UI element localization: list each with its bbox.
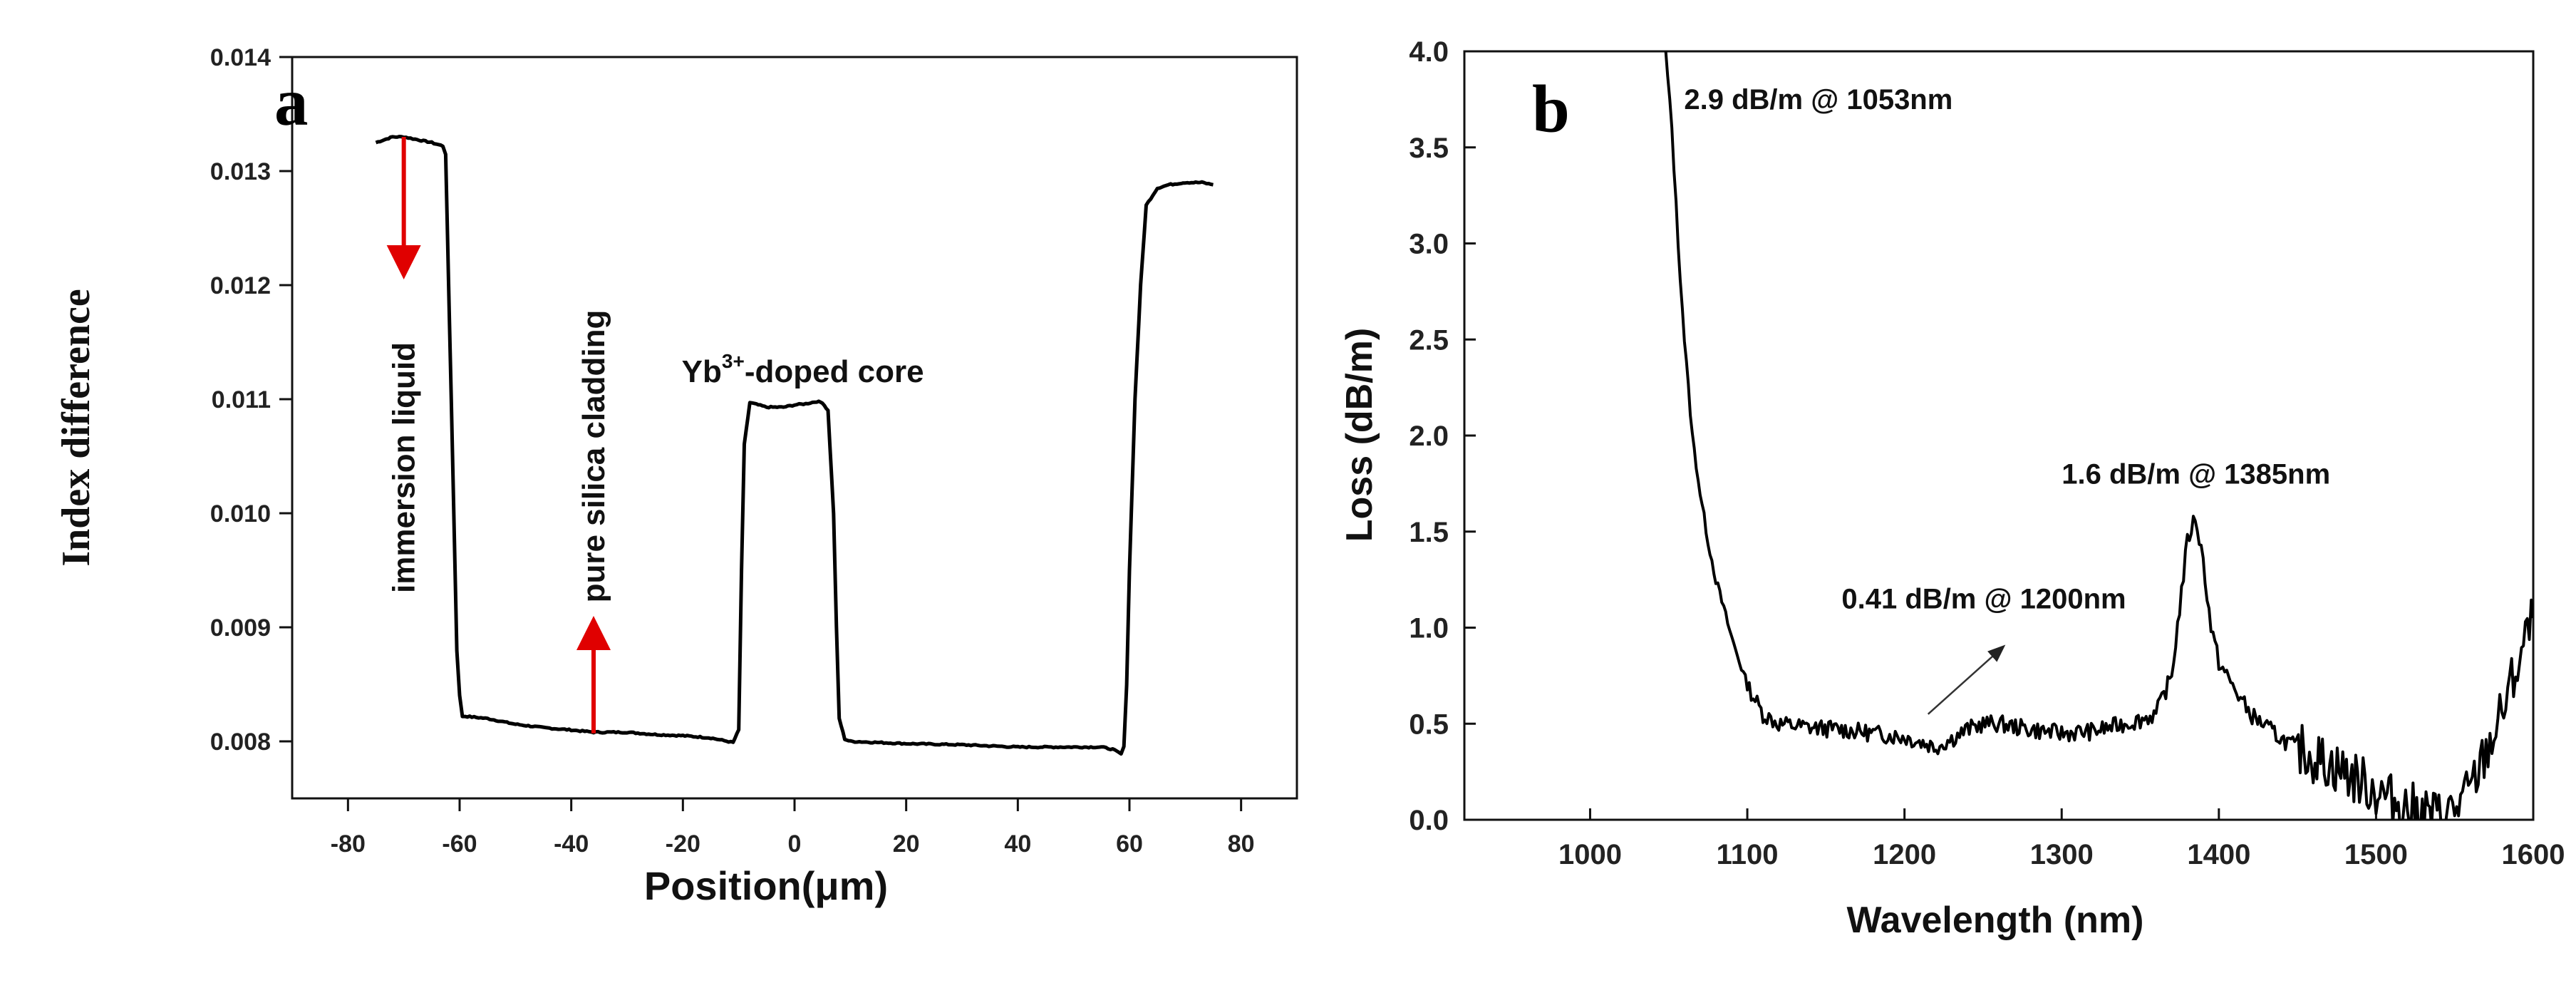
x-tick-label-a: 0 bbox=[788, 830, 802, 858]
y-tick-label-a: 0.008 bbox=[210, 729, 271, 756]
y-tick-label-a: 0.014 bbox=[210, 44, 271, 71]
annotation-pure-silica-cladding: pure silica cladding bbox=[576, 310, 611, 603]
y-tick-label-b: 2.5 bbox=[1409, 324, 1449, 356]
x-tick-label-a: 60 bbox=[1116, 830, 1143, 858]
loss-1200nm-arrow bbox=[1927, 644, 2006, 715]
x-tick-label-b: 1100 bbox=[1717, 839, 1779, 870]
series-line-index-profile bbox=[375, 135, 1214, 756]
y-ticks-b: 0.0 0.5 1.0 1.5 2.0 2.5 3.0 3.5 4.0 bbox=[1409, 36, 1476, 836]
x-tick-label-a: 20 bbox=[893, 830, 920, 858]
x-tick-label-b: 1300 bbox=[2030, 839, 2094, 870]
panel-b: 1000 1100 1200 1300 1400 1500 1600 0.0 0.5 1.0 1.… bbox=[1339, 36, 2565, 941]
x-tick-label-a: 80 bbox=[1228, 830, 1255, 858]
y-axis-title-a: Index difference bbox=[54, 289, 98, 566]
y-tick-label-b: 3.5 bbox=[1409, 133, 1449, 164]
y-ticks-a: 0.008 0.009 0.010 0.011 0.012 0.013 0.014 bbox=[210, 44, 292, 756]
annotation-yb-rest: -doped core bbox=[745, 354, 924, 389]
x-ticks-b: 1000 1100 1200 1300 1400 1500 1600 bbox=[1558, 808, 2565, 870]
y-tick-label-a: 0.011 bbox=[212, 386, 271, 413]
y-tick-label-b: 0.0 bbox=[1409, 805, 1449, 836]
panel-label-a: a bbox=[274, 64, 309, 140]
y-tick-label-b: 1.5 bbox=[1409, 517, 1449, 548]
panel-label-b: b bbox=[1532, 71, 1570, 147]
annotation-immersion-liquid: immersion liquid bbox=[387, 342, 422, 593]
annotation-loss-1385nm: 1.6 dB/m @ 1385nm bbox=[2062, 458, 2330, 490]
y-tick-label-a: 0.012 bbox=[210, 272, 271, 299]
y-tick-label-a: 0.009 bbox=[210, 614, 271, 642]
x-tick-label-b: 1500 bbox=[2344, 839, 2408, 870]
annotation-yb-doped-core: Yb3+-doped core bbox=[682, 350, 924, 389]
y-tick-label-b: 1.0 bbox=[1409, 613, 1449, 644]
y-tick-label-b: 2.0 bbox=[1409, 421, 1449, 452]
y-tick-label-a: 0.013 bbox=[210, 158, 271, 185]
x-tick-label-b: 1000 bbox=[1558, 839, 1622, 870]
x-tick-label-a: -80 bbox=[331, 830, 366, 858]
annotation-yb-base: Yb bbox=[682, 354, 722, 389]
y-tick-label-b: 0.5 bbox=[1409, 709, 1449, 740]
annotation-loss-1053nm: 2.9 dB/m @ 1053nm bbox=[1684, 84, 1952, 115]
y-axis-title-b: Loss (dB/m) bbox=[1339, 328, 1380, 542]
x-axis-title-a: Position(μm) bbox=[644, 863, 888, 908]
x-axis-title-b: Wavelength (nm) bbox=[1847, 900, 2144, 941]
series-line-loss-spectrum bbox=[1664, 51, 2533, 820]
x-tick-label-b: 1200 bbox=[1873, 839, 1936, 870]
plot-frame-a bbox=[291, 56, 1298, 800]
x-ticks-a: -80 -60 -40 -20 0 20 40 60 80 bbox=[331, 798, 1255, 858]
x-tick-label-a: -40 bbox=[554, 830, 589, 858]
y-tick-label-b: 4.0 bbox=[1409, 36, 1449, 68]
panel-a: -80 -60 -40 -20 0 20 40 60 80 0.0080.0090.0100.0… bbox=[54, 44, 1298, 908]
x-tick-label-b: 1600 bbox=[2502, 839, 2565, 870]
annotation-yb-superscript: 3+ bbox=[722, 350, 745, 372]
y-tick-label-a: 0.010 bbox=[210, 500, 271, 528]
annotation-loss-1200nm: 0.41 dB/m @ 1200nm bbox=[1841, 584, 2126, 615]
x-tick-label-a: -60 bbox=[442, 830, 477, 858]
y-tick-label-b: 3.0 bbox=[1409, 229, 1449, 260]
plot-frame-b bbox=[1463, 50, 2535, 821]
x-tick-label-b: 1400 bbox=[2187, 839, 2250, 870]
x-tick-label-a: -20 bbox=[666, 830, 700, 858]
x-tick-label-a: 40 bbox=[1004, 830, 1031, 858]
